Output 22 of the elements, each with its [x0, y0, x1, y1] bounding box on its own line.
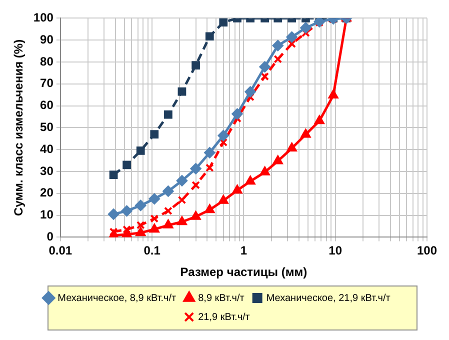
x-tick-label: 0.1 [144, 244, 161, 258]
legend-label: Механическое, 8,9 кВт.ч/т [58, 292, 177, 304]
legend-label: Механическое, 21,9 кВт.ч/т [266, 292, 391, 304]
y-tick-label: 100 [33, 10, 54, 25]
x-tick-label: 0.01 [48, 244, 72, 258]
y-tick-label: 90 [40, 32, 54, 46]
legend-label: 8,9 кВт.ч/т [198, 292, 245, 304]
x-tick-label: 10 [328, 244, 342, 258]
y-tick-label: 20 [40, 186, 54, 200]
y-tick-label: 40 [40, 142, 54, 156]
x-tick-label: 1 [240, 244, 248, 258]
y-axis-title: Сумм. класс измельчения (%) [12, 39, 26, 216]
x-axis-title: Размер частицы (мм) [180, 265, 308, 280]
y-tick-label: 30 [40, 164, 54, 178]
y-tick-label: 70 [40, 76, 54, 90]
y-tick-label: 80 [40, 54, 54, 68]
y-tick-label: 10 [40, 208, 54, 222]
y-tick-label: 60 [40, 98, 54, 112]
x-tick-label: 100 [416, 244, 438, 258]
legend-label: 21,9 кВт.ч/т [198, 312, 250, 323]
y-tick-label: 0 [46, 230, 54, 244]
y-tick-label: 50 [40, 120, 54, 134]
